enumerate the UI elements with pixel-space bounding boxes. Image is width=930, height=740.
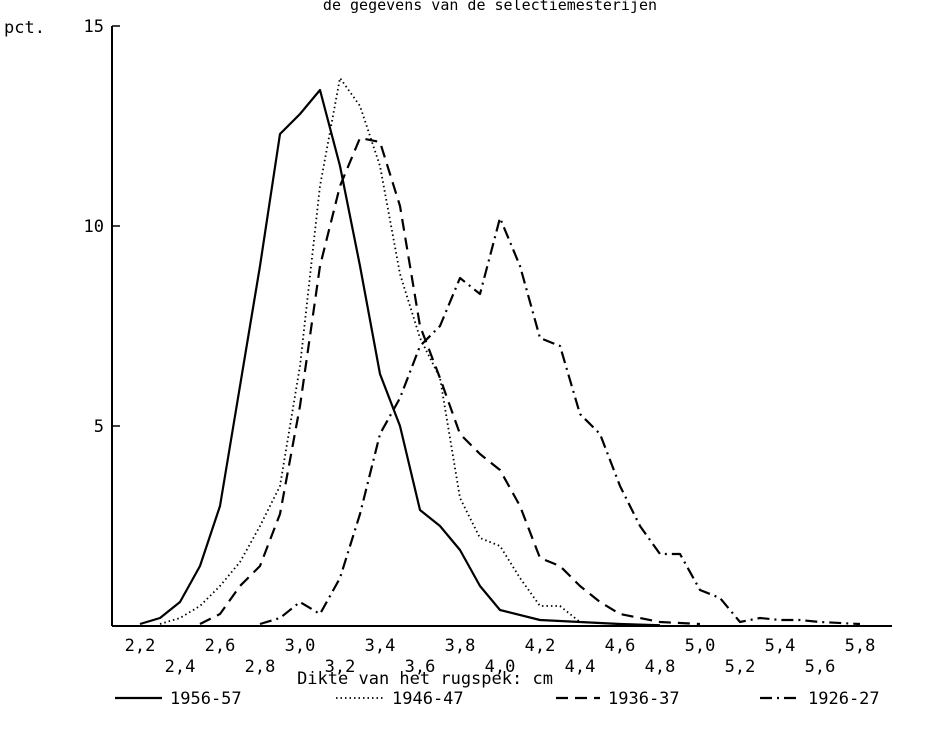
x-tick-label-lower: 5,2 (725, 657, 756, 677)
legend-label: 1926-27 (808, 689, 880, 709)
legend: 1956-57 1946-47 1936-37 1926-27 (115, 689, 880, 709)
y-axis-label: pct. (4, 18, 45, 38)
x-tick-label-lower: 2,4 (165, 657, 196, 677)
series-line-1946-47 (159, 77, 621, 625)
y-ticks: 5 10 15 (84, 17, 120, 437)
x-tick-label-upper: 5,4 (765, 636, 796, 656)
x-axis-label: Dikte van het rugspek: cm (297, 669, 553, 689)
legend-label: 1946-47 (392, 689, 464, 709)
series-line-1956-57 (139, 88, 661, 627)
x-tick-label-lower: 3,6 (405, 657, 436, 677)
chart-title: de gegevens van de selectiemesterijen (323, 0, 657, 14)
x-tick-label-upper: 3,8 (445, 636, 476, 656)
x-tick-label-lower: 4,0 (485, 657, 516, 677)
x-tick-label-lower: 5,6 (805, 657, 836, 677)
x-tick-label-lower: 4,4 (565, 657, 596, 677)
legend-label: 1956-57 (170, 689, 242, 709)
x-tick-label-upper: 3,4 (365, 636, 396, 656)
x-tick-label-upper: 5,8 (845, 636, 876, 656)
y-tick-label: 5 (94, 417, 104, 437)
y-tick-label: 10 (84, 217, 104, 237)
axes (111, 26, 892, 627)
y-tick-label: 15 (84, 17, 104, 37)
x-tick-label-upper: 2,6 (205, 636, 236, 656)
x-tick-label-upper: 5,0 (685, 636, 716, 656)
x-tick-label-upper: 4,6 (605, 636, 636, 656)
x-tick-label-lower: 2,8 (245, 657, 276, 677)
x-tick-label-upper: 3,0 (285, 636, 316, 656)
x-tick-label-upper: 2,2 (125, 636, 156, 656)
series-lines (139, 77, 861, 627)
x-tick-label-lower: 3,2 (325, 657, 356, 677)
series-line-1936-37 (199, 136, 701, 626)
x-ticks: 2,2 2,6 3,0 3,4 3,8 4,2 4,6 5,0 5,4 5,8 2,4 2,8 3,2 3… (125, 636, 876, 677)
x-tick-label-upper: 4,2 (525, 636, 556, 656)
legend-label: 1936-37 (608, 689, 680, 709)
x-tick-label-lower: 4,8 (645, 657, 676, 677)
series-line-1926-27 (259, 216, 861, 626)
